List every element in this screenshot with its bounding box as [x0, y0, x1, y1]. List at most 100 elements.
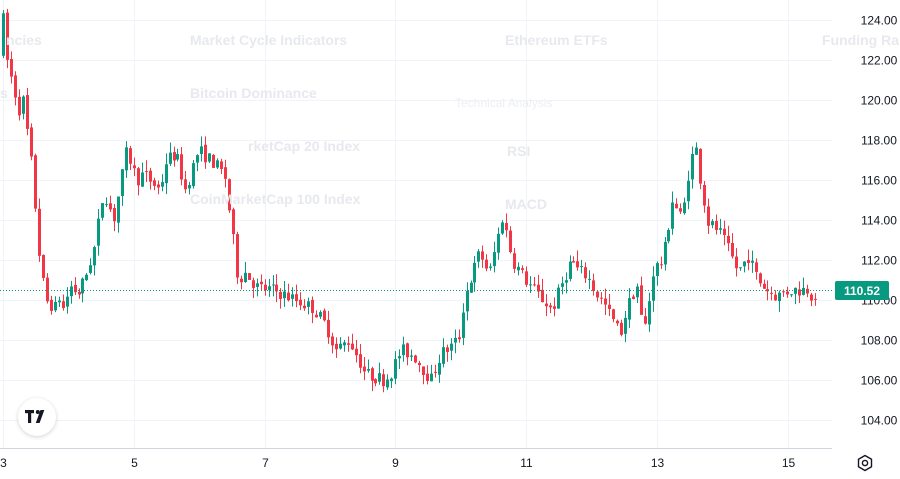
candle-body: [283, 291, 286, 299]
candle-body: [695, 147, 698, 155]
candle-body: [93, 247, 96, 266]
candle-body: [363, 366, 366, 372]
candle-body: [664, 241, 667, 265]
candle-body: [790, 294, 793, 296]
candle-body: [287, 292, 290, 301]
price-axis[interactable]: 104.00106.00108.00110.00112.00114.00116.…: [861, 14, 898, 428]
watermark-text: CoinMarketCap 100 Index: [190, 191, 361, 207]
y-tick-label: 114.00: [861, 214, 897, 228]
candle-body: [434, 371, 437, 373]
candle-body: [485, 259, 488, 269]
candle-body: [739, 267, 742, 269]
candle-body: [169, 152, 172, 164]
candle-body: [58, 300, 61, 303]
candle-body: [679, 208, 682, 212]
candle-body: [192, 163, 195, 187]
candle-body: [699, 148, 702, 184]
candle-body: [382, 374, 385, 387]
candle-body: [335, 343, 338, 350]
candle-body: [347, 343, 350, 345]
y-tick-label: 118.00: [861, 134, 897, 148]
candle-body: [62, 301, 65, 309]
candle-body: [652, 276, 655, 301]
x-tick-label: 3: [0, 456, 7, 470]
candle-body: [454, 337, 457, 343]
candle-body: [105, 204, 108, 206]
candle-body: [264, 284, 267, 291]
last-price-marker: 110.52: [835, 281, 889, 300]
candle-body: [355, 348, 358, 356]
candle-body: [133, 165, 136, 169]
candle-body: [78, 291, 81, 295]
candle-body: [584, 267, 587, 279]
chart-settings-button[interactable]: [856, 454, 874, 472]
candle-body: [770, 292, 773, 294]
candle-body: [473, 262, 476, 283]
candle-body: [458, 337, 461, 340]
candle-body: [814, 298, 817, 300]
candle-body: [81, 278, 84, 294]
candle-body: [137, 168, 140, 186]
candle-body: [743, 261, 746, 267]
candle-body: [477, 251, 480, 262]
candle-body: [648, 301, 651, 325]
candle-body: [196, 155, 199, 163]
candle-body: [406, 343, 409, 358]
candle-body: [691, 153, 694, 180]
y-tick-label: 122.00: [861, 54, 898, 68]
candle-body: [402, 344, 405, 356]
candle-body: [711, 221, 714, 226]
candle-body: [323, 310, 326, 321]
candle-body: [145, 171, 148, 173]
candle-body: [10, 58, 13, 77]
candle-body: [34, 155, 37, 209]
candle-body: [683, 202, 686, 214]
candle-body: [315, 314, 318, 318]
candle-body: [299, 299, 302, 306]
candle-body: [252, 280, 255, 288]
x-tick-label: 9: [392, 456, 399, 470]
candle-body: [176, 154, 179, 160]
candle-body: [117, 196, 120, 223]
candle-body: [561, 283, 564, 287]
candle-body: [759, 273, 762, 284]
candle-body: [747, 260, 750, 263]
candle-body: [46, 277, 49, 302]
candle-body: [426, 373, 429, 381]
candle-body: [493, 252, 496, 267]
candle-body: [731, 243, 734, 257]
candle-body: [232, 209, 235, 235]
candle-body: [165, 164, 168, 184]
candle-body: [786, 291, 789, 295]
candle-body: [802, 287, 805, 295]
y-tick-label: 120.00: [861, 94, 898, 108]
candle-body: [545, 303, 548, 307]
watermark-text: ncies: [6, 32, 42, 48]
candle-body: [632, 296, 635, 299]
candle-body: [216, 160, 219, 168]
y-tick-label: 108.00: [861, 334, 898, 348]
candle-body: [303, 305, 306, 309]
candle-body: [521, 268, 524, 270]
candle-body: [113, 208, 116, 222]
candle-body: [735, 256, 738, 269]
candle-body: [390, 378, 393, 382]
candle-body: [588, 278, 591, 280]
candle-body: [224, 167, 227, 179]
candle-body: [398, 356, 401, 359]
candle-body: [30, 127, 33, 157]
tradingview-logo[interactable]: [18, 398, 56, 436]
candle-body: [38, 208, 41, 256]
candle-body: [525, 271, 528, 285]
candle-body: [378, 373, 381, 382]
candle-body: [42, 254, 45, 278]
x-tick-label: 7: [262, 456, 269, 470]
time-axis[interactable]: 3 5 7 9 11 13 15: [0, 456, 795, 470]
last-price-label: 110.52: [844, 284, 880, 298]
candle-body: [343, 342, 346, 346]
candle-body: [331, 336, 334, 346]
candle-body: [596, 291, 599, 298]
candle-body: [541, 289, 544, 303]
